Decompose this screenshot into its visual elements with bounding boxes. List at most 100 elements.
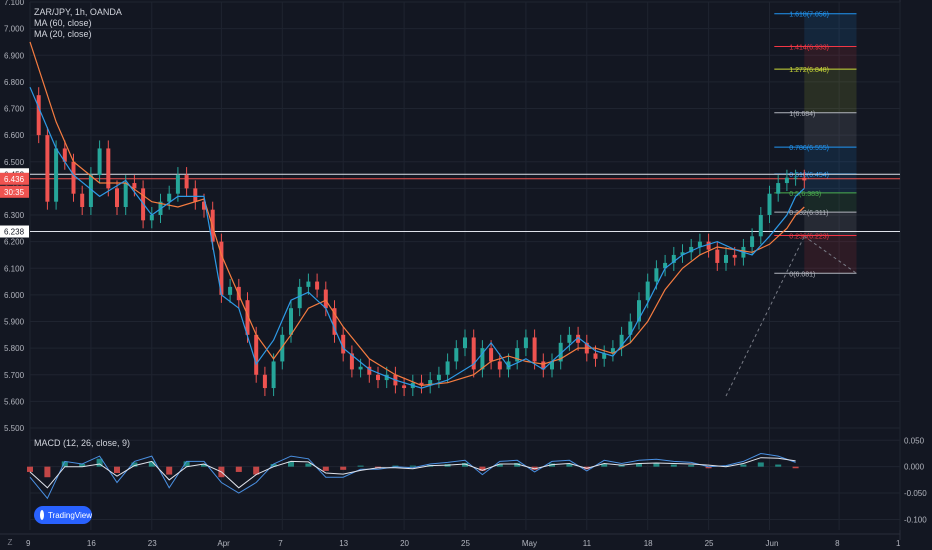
candle-body — [576, 334, 581, 343]
ma60-line — [29, 41, 805, 387]
candle-body — [315, 281, 320, 290]
candle-body — [132, 183, 137, 189]
candle-body — [88, 175, 93, 208]
candle-body — [123, 183, 128, 208]
candle-body — [167, 193, 172, 202]
price-badge — [0, 185, 29, 198]
candle-body — [358, 366, 363, 370]
macd-histogram-bar — [392, 465, 399, 467]
candle-body — [306, 281, 311, 287]
macd-histogram-bar — [148, 461, 155, 467]
price-badge-label: 30:35 — [4, 188, 25, 197]
ma60-label[interactable]: MA (60, close) — [34, 18, 92, 28]
candle-body — [349, 353, 354, 370]
macd-histogram-bar — [166, 466, 173, 475]
x-tick-label: Jun — [766, 539, 779, 548]
x-tick-label: 23 — [148, 539, 157, 548]
candle-body — [54, 148, 59, 202]
macd-histogram-bar — [235, 466, 242, 472]
ma20-label[interactable]: MA (20, close) — [34, 29, 92, 39]
symbol-label: ZAR/JPY, 1h, OANDA — [34, 7, 122, 17]
candle-body — [610, 348, 615, 354]
x-tick-label: 7 — [278, 539, 283, 548]
macd-histogram-bar — [479, 466, 486, 471]
candle-body — [297, 286, 302, 309]
candle-body — [671, 254, 676, 263]
macd-histogram-bar — [183, 461, 190, 467]
candle-body — [228, 286, 233, 295]
chart-legend: ZAR/JPY, 1h, OANDA MA (60, close) MA (20… — [34, 7, 122, 40]
macd-y-tick-label: 0.050 — [904, 436, 925, 445]
candle-body — [193, 188, 198, 202]
x-tick-label: 1 — [896, 539, 901, 548]
macd-y-tick-label: -0.100 — [904, 515, 927, 524]
x-tick-label: 20 — [400, 539, 409, 548]
timezone-corner[interactable]: Z — [7, 538, 13, 547]
macd-histogram-bar — [792, 466, 799, 469]
candle-body — [619, 334, 624, 349]
y-tick-label: 5.500 — [4, 424, 25, 433]
candle-body — [463, 337, 467, 349]
candle-body — [593, 353, 598, 359]
candle-body — [802, 177, 807, 181]
tradingview-logo-icon — [40, 510, 44, 520]
ma20-line — [29, 86, 805, 389]
tradingview-label: TradingView — [47, 510, 92, 520]
candle-body — [106, 148, 111, 189]
candle-body — [454, 348, 459, 362]
y-tick-label: 5.700 — [4, 371, 25, 380]
candle-body — [80, 193, 85, 208]
macd-y-tick-label: -0.050 — [904, 489, 927, 498]
candle-body — [471, 337, 476, 370]
macd-histogram-bar — [27, 466, 33, 472]
macd-histogram-bar — [253, 466, 260, 475]
x-tick-label: May — [522, 539, 537, 548]
candle-body — [758, 215, 763, 237]
tradingview-badge[interactable]: TradingView — [34, 506, 92, 524]
candle-body — [724, 254, 728, 263]
macd-legend[interactable]: MACD (12, 26, close, 9) — [34, 438, 131, 448]
candle-body — [36, 95, 41, 136]
price-badge-label: 6.436 — [4, 175, 25, 184]
y-tick-label: 5.600 — [4, 397, 25, 406]
candle-body — [489, 348, 494, 362]
macd-histogram-bar — [514, 462, 521, 467]
candle-body — [115, 188, 119, 208]
macd-histogram-bar — [409, 465, 416, 467]
candle-body — [376, 374, 380, 381]
macd-histogram-bar — [322, 466, 329, 471]
candle-body — [541, 361, 546, 370]
macd-histogram-bar — [705, 466, 712, 469]
candle-body — [550, 361, 554, 370]
y-tick-label: 6.700 — [4, 105, 25, 114]
fib-level-label: 1.272(6.848) — [789, 67, 829, 74]
candle-body — [289, 308, 293, 335]
candle-body — [436, 374, 441, 381]
fib-zone — [804, 112, 857, 148]
candle-body — [523, 337, 528, 349]
y-tick-label: 6.100 — [4, 264, 25, 273]
macd-histogram-bar — [775, 464, 782, 467]
candle-body — [445, 361, 450, 375]
candle-body — [767, 193, 772, 215]
macd-histogram-bar — [96, 458, 103, 467]
macd-histogram-bar — [496, 464, 503, 467]
candle-body — [245, 300, 250, 335]
candle-body — [45, 135, 50, 202]
price-badge-label: 6.238 — [4, 228, 25, 237]
candle-body — [341, 334, 346, 354]
candle-body — [384, 374, 389, 381]
price-badge — [0, 172, 29, 185]
fib-level-label: 0(6.081) — [789, 271, 815, 278]
candle-body — [323, 289, 328, 309]
y-tick-label: 6.000 — [4, 291, 25, 300]
x-tick-label: 11 — [583, 539, 592, 548]
candle-body — [776, 183, 781, 194]
fib-level-label: 0.618(6.454) — [789, 172, 829, 179]
fib-level-label: 0.382(6.311) — [789, 210, 828, 217]
fib-level-label: 1(6.684) — [789, 111, 815, 118]
candle-body — [71, 161, 76, 194]
macd-histogram-bar — [740, 464, 747, 467]
y-tick-label: 6.800 — [4, 78, 25, 87]
